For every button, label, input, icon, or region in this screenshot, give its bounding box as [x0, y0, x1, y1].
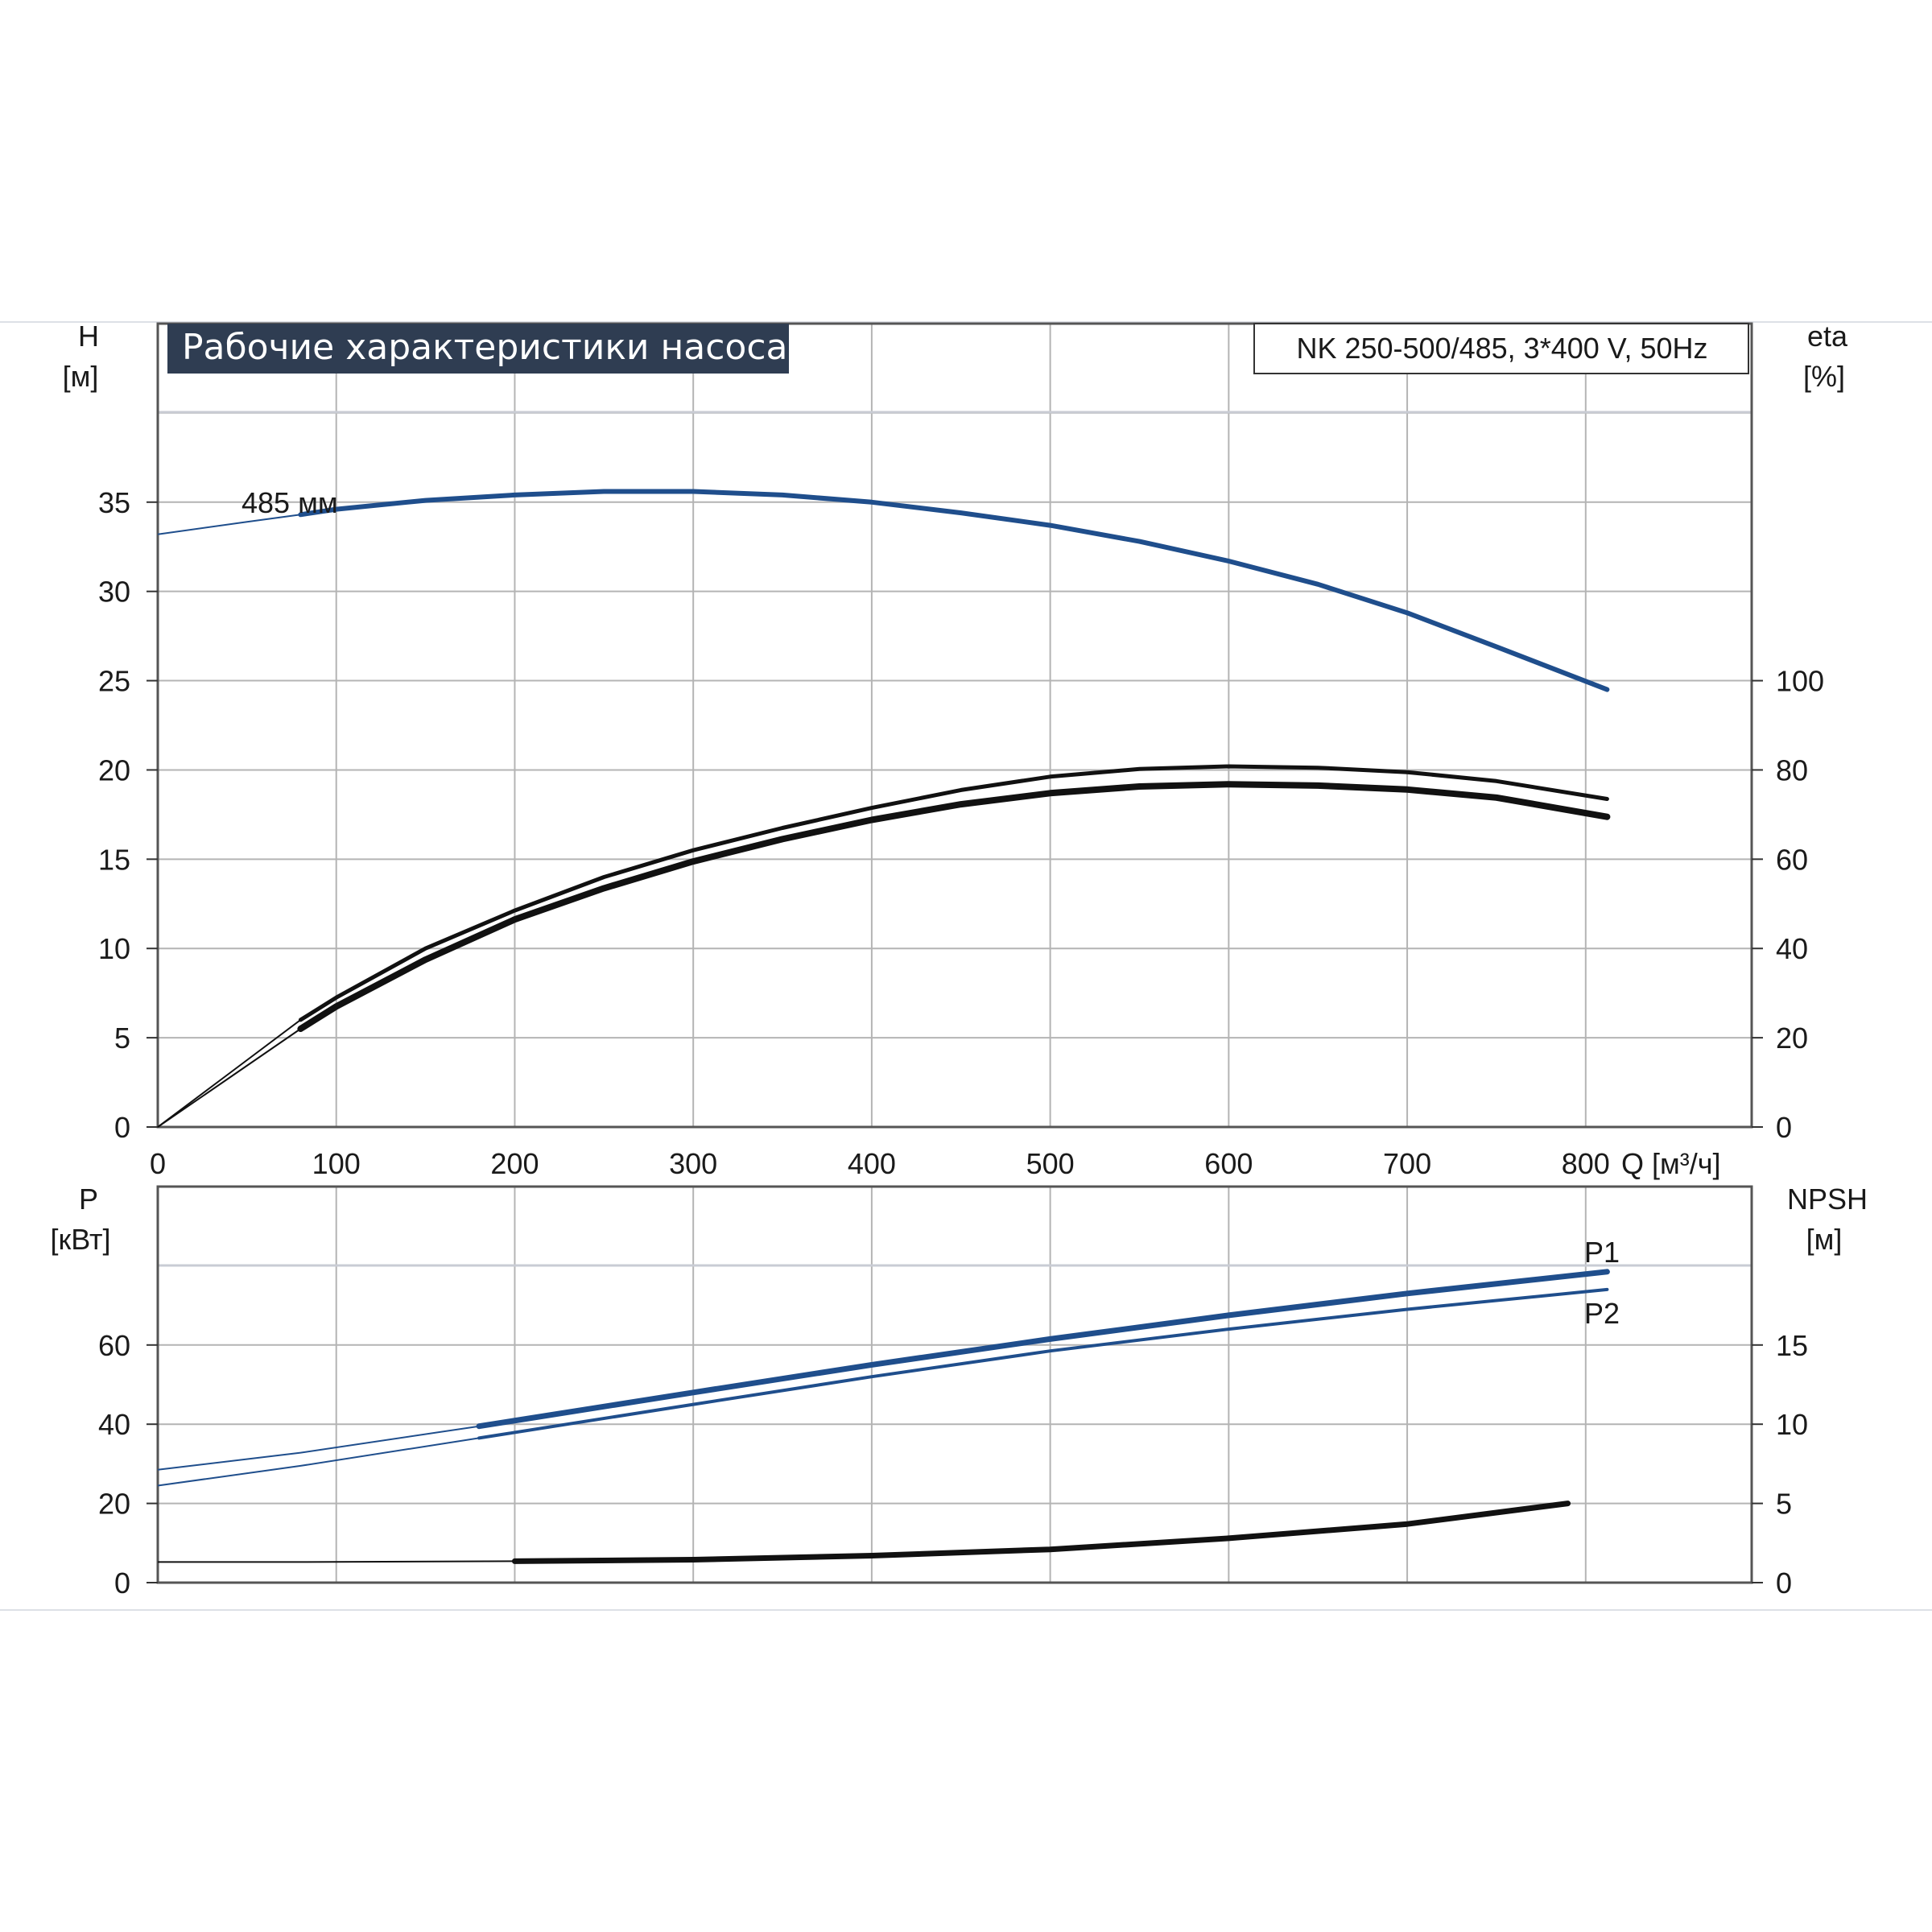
- x-axis-label: Q [м³/ч]: [1621, 1147, 1721, 1180]
- series-lead-line: [157, 514, 301, 535]
- left-tick-label: 40: [98, 1408, 130, 1441]
- x-tick-label: 200: [490, 1147, 539, 1180]
- right-axis-unit: [м]: [1806, 1223, 1843, 1256]
- x-tick-label: 400: [848, 1147, 896, 1180]
- plot-frame: [156, 1185, 1753, 1584]
- series-line: [298, 764, 1609, 1022]
- x-tick-label: 700: [1383, 1147, 1431, 1180]
- x-tick-label: 0: [150, 1147, 166, 1180]
- model-label: NK 250-500/485, 3*400 V, 50Hz: [1296, 332, 1707, 365]
- series-label-p1: P1: [1584, 1236, 1620, 1269]
- right-tick-label: 15: [1776, 1329, 1808, 1362]
- x-tick-label: 600: [1204, 1147, 1253, 1180]
- left-axis-title: H: [78, 320, 99, 353]
- model-box: [1253, 323, 1749, 374]
- left-tick-label: 35: [98, 486, 130, 519]
- series-lead-line: [157, 1019, 302, 1128]
- right-tick-label: 60: [1776, 843, 1808, 876]
- left-tick-label: 30: [98, 576, 130, 609]
- left-axis-title: P: [79, 1183, 98, 1216]
- right-axis-title: NPSH: [1787, 1183, 1868, 1216]
- power-npsh-panel: 0 20 40 60 0 5 10 15 P [кВт] NPSH [м] P1 P2: [50, 1183, 1868, 1600]
- series-lead-line: [157, 1425, 480, 1471]
- right-tick-label: 20: [1776, 1022, 1808, 1055]
- right-tick-label: 5: [1776, 1488, 1792, 1521]
- left-tick-label: 25: [98, 665, 130, 698]
- right-tick-label: 80: [1776, 753, 1808, 786]
- left-tick-label: 0: [114, 1567, 130, 1600]
- left-tick-label: 10: [98, 932, 130, 965]
- series-label-485mm: 485 мм: [242, 486, 338, 519]
- plot-frame: [156, 322, 1753, 1129]
- left-tick-label: 60: [98, 1329, 130, 1362]
- right-axis-unit: [%]: [1803, 360, 1845, 393]
- left-tick-label: 15: [98, 843, 130, 876]
- chart-title: Рабочие характеристики насоса: [182, 327, 787, 368]
- series-line: [476, 1269, 1610, 1430]
- series-label-p2: P2: [1584, 1297, 1620, 1330]
- left-tick-label: 5: [114, 1022, 130, 1055]
- right-tick-label: 40: [1776, 932, 1808, 965]
- x-tick-label: 500: [1026, 1147, 1075, 1180]
- series-lead-line: [157, 1437, 480, 1487]
- series-lead-line: [158, 1560, 515, 1563]
- right-tick-label: 10: [1776, 1408, 1808, 1441]
- right-tick-label: 0: [1776, 1567, 1792, 1600]
- x-tick-label: 800: [1562, 1147, 1610, 1180]
- x-tick-label: 100: [312, 1147, 361, 1180]
- left-axis-unit: [м]: [63, 360, 99, 393]
- x-tick-label: 300: [669, 1147, 717, 1180]
- series-line: [511, 1501, 1571, 1564]
- series-lead-line: [157, 1028, 301, 1128]
- right-axis-title: eta: [1807, 320, 1848, 353]
- left-tick-label: 0: [114, 1111, 130, 1144]
- series-line: [298, 489, 1610, 692]
- left-tick-label: 20: [98, 1488, 130, 1521]
- right-tick-label: 0: [1776, 1111, 1792, 1144]
- left-tick-label: 20: [98, 753, 130, 786]
- left-axis-unit: [кВт]: [50, 1223, 110, 1256]
- head-efficiency-panel: 0 5 10 15 20 25 30 35 0 20 40 60 80 100 H [м] eta [%] 0 100…: [63, 320, 1848, 1180]
- series-line: [477, 1287, 1609, 1440]
- right-tick-label: 100: [1776, 665, 1824, 698]
- title-background: [167, 324, 789, 374]
- series-line: [297, 781, 1611, 1032]
